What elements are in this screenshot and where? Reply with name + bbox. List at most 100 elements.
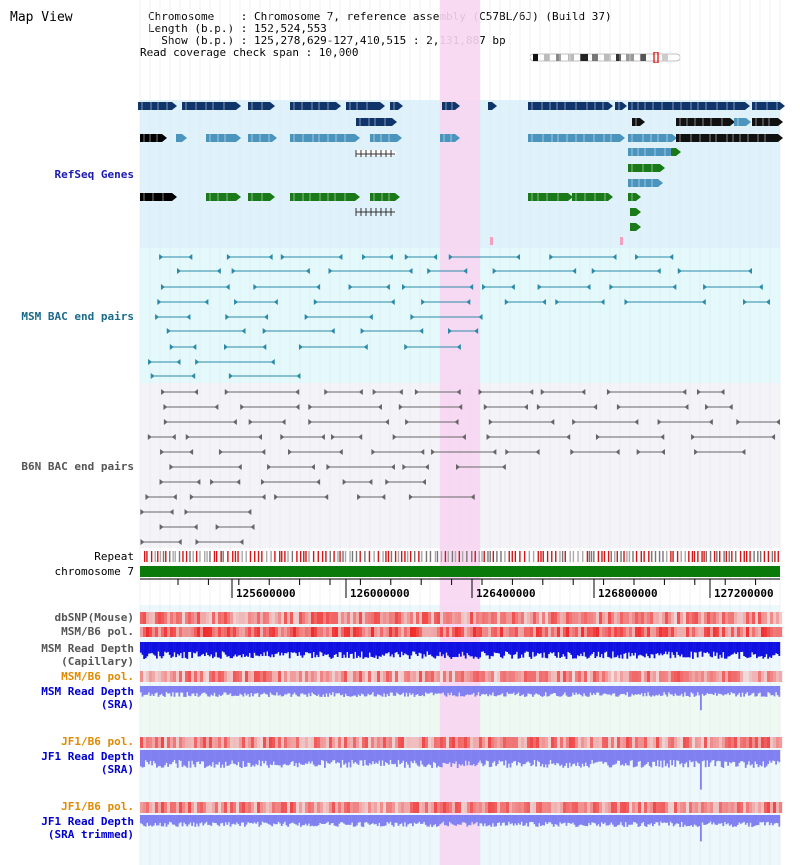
read-depth-bar bbox=[399, 642, 401, 658]
read-depth-bar bbox=[498, 686, 501, 696]
read-depth-bar bbox=[260, 815, 262, 825]
read-depth-bar bbox=[741, 815, 744, 823]
read-depth-bar bbox=[711, 686, 713, 695]
polymorphism-cell bbox=[761, 612, 765, 624]
polymorphism-cell bbox=[578, 627, 582, 637]
read-depth-bar bbox=[559, 686, 561, 697]
read-depth-bar bbox=[391, 815, 393, 826]
read-depth-bar bbox=[392, 815, 395, 827]
read-depth-bar bbox=[388, 642, 390, 653]
gene-feature bbox=[248, 193, 270, 201]
polymorphism-cell bbox=[770, 671, 774, 682]
polymorphism-cell bbox=[683, 671, 687, 682]
read-depth-bar bbox=[485, 815, 488, 827]
polymorphism-cell bbox=[740, 802, 744, 813]
read-depth-bar bbox=[413, 686, 416, 697]
read-depth-bar bbox=[772, 750, 774, 761]
polymorphism-cell bbox=[365, 737, 369, 748]
read-depth-bar bbox=[736, 686, 739, 695]
read-depth-bar bbox=[343, 815, 345, 824]
repeat-element bbox=[588, 551, 591, 562]
polymorphism-cell bbox=[653, 671, 657, 682]
polymorphism-cell bbox=[488, 802, 492, 813]
polymorphism-cell bbox=[554, 737, 558, 748]
read-depth-bar bbox=[316, 750, 318, 767]
chromosome-ideogram[interactable] bbox=[530, 52, 682, 63]
polymorphism-cell bbox=[281, 627, 285, 637]
polymorphism-cell bbox=[203, 737, 207, 748]
track-label-refseq-genes[interactable]: RefSeq Genes bbox=[54, 168, 134, 181]
polymorphism-cell bbox=[746, 737, 750, 748]
read-depth-bar bbox=[320, 642, 323, 653]
read-depth-bar bbox=[196, 815, 198, 824]
polymorphism-cell bbox=[365, 627, 369, 637]
read-depth-bar bbox=[487, 642, 489, 656]
polymorphism-cell bbox=[266, 612, 270, 624]
read-depth-bar bbox=[666, 686, 669, 697]
read-depth-bar bbox=[530, 750, 533, 767]
bac-end-marker bbox=[360, 328, 365, 334]
read-depth-bar bbox=[752, 815, 755, 827]
read-depth-bar bbox=[540, 815, 542, 827]
read-depth-bar bbox=[340, 686, 342, 696]
gene-feature bbox=[290, 134, 355, 142]
polymorphism-cell bbox=[176, 737, 180, 748]
bac-end-marker bbox=[267, 464, 272, 470]
polymorphism-cell bbox=[302, 737, 306, 748]
read-depth-bar bbox=[173, 815, 176, 825]
bac-end-marker bbox=[160, 284, 165, 290]
bac-end-marker bbox=[253, 284, 258, 290]
polymorphism-cell bbox=[350, 627, 354, 637]
track-label-msm-bac[interactable]: MSM BAC end pairs bbox=[21, 310, 134, 323]
read-depth-bar bbox=[271, 642, 273, 655]
read-depth-bar bbox=[428, 642, 430, 655]
read-depth-bar bbox=[376, 750, 379, 764]
polymorphism-cell bbox=[392, 802, 396, 813]
read-depth-bar bbox=[220, 686, 222, 696]
read-depth-bar bbox=[776, 815, 779, 824]
read-depth-bar bbox=[605, 815, 608, 826]
read-depth-bar bbox=[268, 750, 270, 768]
strand-arrow bbox=[778, 118, 783, 126]
read-depth-bar bbox=[690, 815, 693, 825]
read-depth-bar bbox=[152, 750, 155, 761]
polymorphism-cell bbox=[269, 737, 273, 748]
polymorphism-cell bbox=[626, 802, 630, 813]
read-depth-bar bbox=[292, 750, 294, 762]
read-depth-bar bbox=[652, 750, 654, 762]
bac-end-marker bbox=[634, 419, 639, 425]
read-depth-bar bbox=[733, 686, 736, 694]
read-depth-bar bbox=[452, 642, 454, 657]
polymorphism-cell bbox=[623, 737, 627, 748]
read-depth-bar bbox=[592, 815, 595, 823]
polymorphism-cell bbox=[386, 627, 390, 637]
track-label-b6n-bac[interactable]: B6N BAC end pairs bbox=[21, 460, 134, 473]
polymorphism-cell bbox=[605, 737, 609, 748]
polymorphism-cell bbox=[572, 627, 576, 637]
polymorphism-cell bbox=[452, 802, 456, 813]
read-depth-bar bbox=[748, 642, 750, 658]
read-depth-bar bbox=[568, 750, 571, 763]
read-depth-bar bbox=[196, 750, 198, 763]
read-depth-bar bbox=[720, 815, 723, 824]
read-depth-bar bbox=[668, 642, 670, 652]
read-depth-bar bbox=[544, 642, 547, 658]
read-depth-bar bbox=[436, 686, 438, 694]
polymorphism-cell bbox=[335, 671, 339, 682]
read-depth-bar bbox=[722, 642, 725, 653]
polymorphism-cell bbox=[215, 612, 219, 624]
read-depth-bar bbox=[736, 750, 739, 767]
polymorphism-cell bbox=[698, 737, 702, 748]
polymorphism-cell bbox=[197, 737, 201, 748]
polymorphism-cell bbox=[200, 612, 204, 624]
read-depth-bar bbox=[308, 686, 310, 694]
read-depth-bar bbox=[524, 750, 526, 765]
bac-end-marker bbox=[159, 254, 164, 260]
repeat-element bbox=[447, 551, 449, 562]
read-depth-bar bbox=[173, 642, 176, 653]
read-depth-bar bbox=[260, 686, 262, 695]
bac-end-marker bbox=[404, 254, 409, 260]
read-depth-bar bbox=[664, 750, 667, 767]
polymorphism-cell bbox=[188, 627, 192, 637]
